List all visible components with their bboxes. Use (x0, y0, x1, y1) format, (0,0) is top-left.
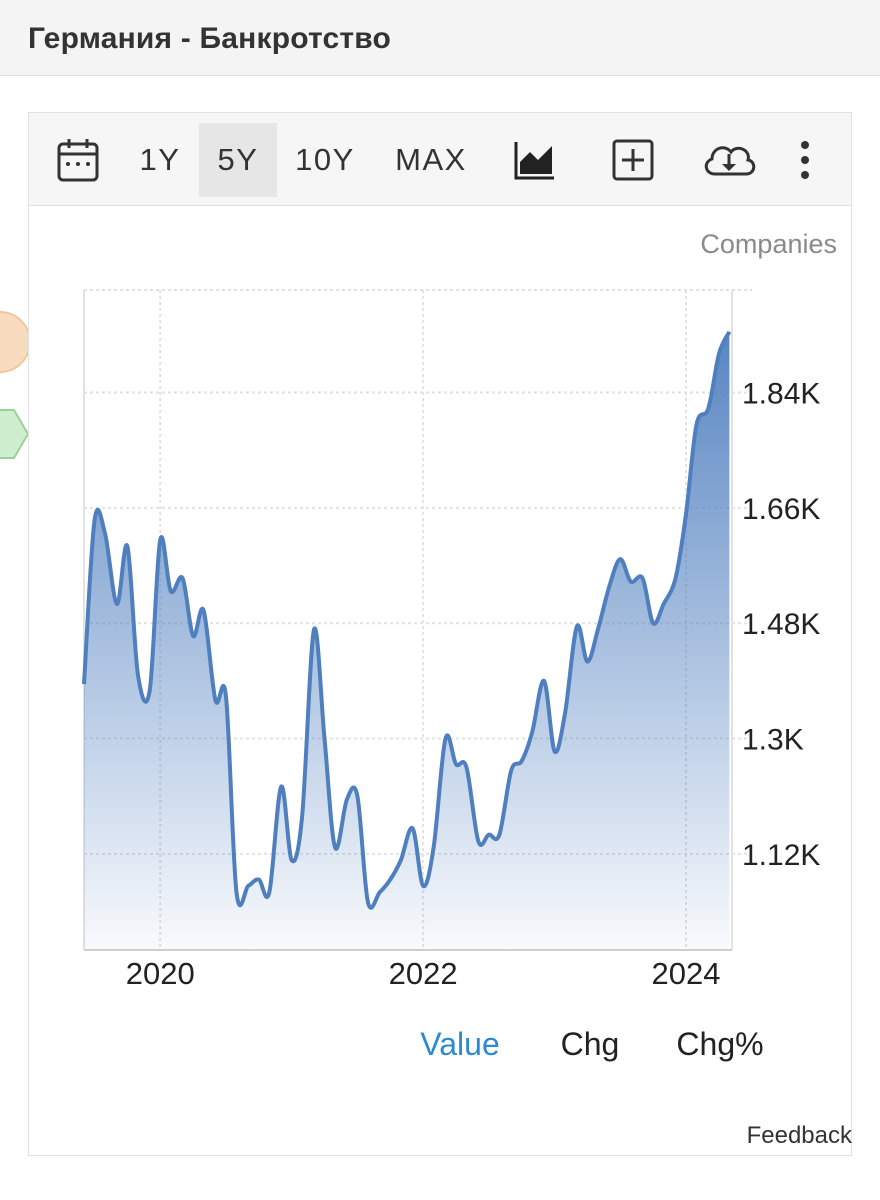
x-tick-label: 2020 (126, 956, 195, 991)
download-button[interactable] (697, 123, 761, 197)
calendar-button[interactable] (45, 123, 111, 197)
series-area-fill (84, 331, 730, 950)
range-max-button[interactable]: MAX (395, 142, 467, 177)
unit-label: Companies (700, 229, 837, 259)
range-10y-button[interactable]: 10Y (295, 142, 355, 177)
chart-toolbar: 1Y 5Y 10Y MAX (29, 113, 851, 206)
page-header: Германия - Банкротство (0, 0, 880, 76)
y-tick-label: 1.3K (742, 724, 804, 757)
legend-chg-percent[interactable]: Chg% (676, 1026, 763, 1062)
y-tick-label: 1.84K (742, 378, 820, 411)
add-icon (612, 139, 654, 181)
feedback-link[interactable]: Feedback (746, 1122, 852, 1149)
legend-value[interactable]: Value (420, 1026, 499, 1062)
y-tick-label: 1.66K (742, 493, 820, 526)
calendar-icon (57, 139, 99, 182)
download-cloud-icon (704, 146, 756, 176)
page-title: Германия - Банкротство (28, 22, 392, 55)
y-tick-label: 1.48K (742, 608, 820, 641)
more-button[interactable] (781, 123, 829, 197)
more-vertical-icon (801, 141, 809, 179)
y-tick-label: 1.12K (742, 839, 820, 872)
compare-button[interactable] (605, 123, 661, 197)
x-tick-label: 2024 (652, 956, 721, 991)
range-1y-button[interactable]: 1Y (139, 142, 181, 177)
x-tick-label: 2022 (389, 956, 458, 991)
range-5y-button[interactable]: 5Y (199, 123, 277, 197)
legend-chg[interactable]: Chg (561, 1026, 620, 1062)
series-line (82, 330, 732, 910)
area-chart-icon (514, 142, 554, 180)
chart-type-button[interactable] (505, 123, 565, 197)
